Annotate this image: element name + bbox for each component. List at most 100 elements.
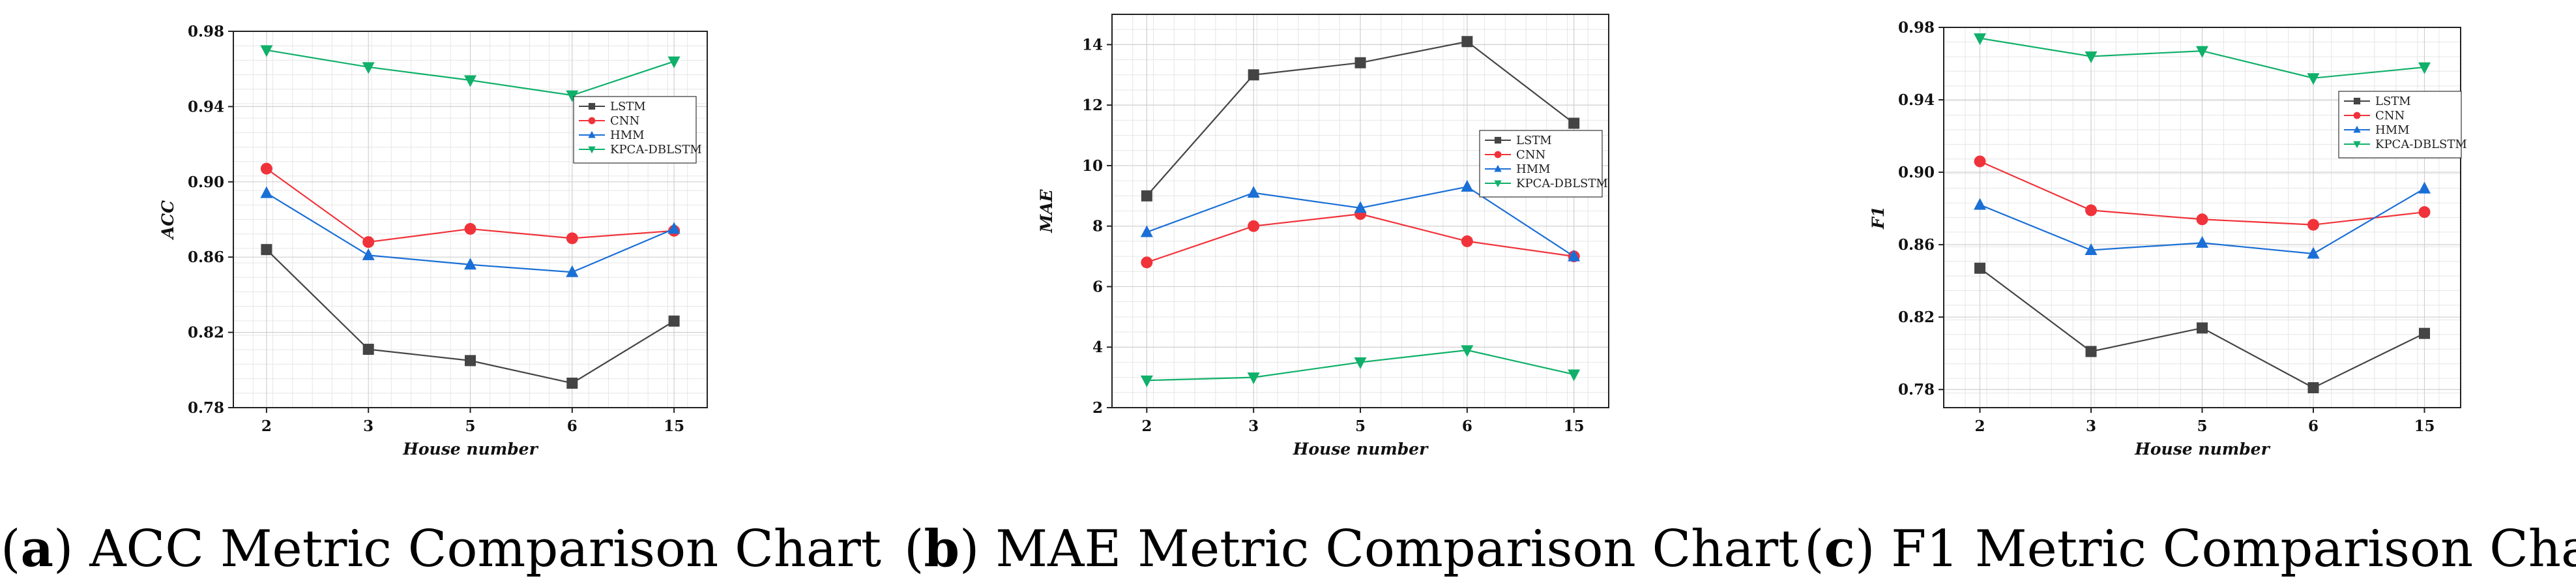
x-tick-label: 2	[261, 417, 272, 435]
x-tick-label: 5	[2197, 417, 2207, 435]
data-point-lstm	[2307, 382, 2319, 393]
y-tick-label: 4	[1092, 339, 1103, 356]
x-tick-label: 3	[363, 417, 373, 435]
y-tick-label: 6	[1092, 278, 1103, 295]
legend-label: KPCA-DBLSTM	[2375, 138, 2467, 151]
data-point-kpca-dblstm	[2418, 62, 2431, 74]
legend-label: CNN	[2375, 109, 2405, 123]
data-point-kpca-dblstm	[1140, 375, 1153, 387]
y-tick-label: 0.94	[1898, 91, 1935, 109]
data-point-cnn	[464, 222, 476, 235]
data-point-lstm	[261, 244, 272, 256]
data-point-lstm	[465, 355, 476, 367]
data-point-kpca-dblstm	[2085, 51, 2098, 63]
legend-marker	[588, 130, 596, 138]
data-point-hmm	[1974, 198, 1987, 210]
legend-label: LSTM	[1516, 134, 1552, 147]
data-point-kpca-dblstm	[464, 75, 476, 87]
caption-paren: (	[1804, 520, 1824, 579]
x-tick-label: 6	[567, 417, 578, 435]
caption-text: ) ACC Metric Comparison Chart	[53, 520, 881, 579]
y-axis-title: F1	[1869, 206, 1888, 230]
y-tick-label: 12	[1082, 97, 1103, 114]
data-point-hmm	[464, 258, 476, 270]
y-tick-label: 2	[1092, 399, 1103, 417]
data-point-cnn	[1248, 220, 1260, 232]
data-point-lstm	[1248, 69, 1259, 81]
data-point-hmm	[1354, 201, 1367, 213]
legend-marker	[1494, 180, 1502, 188]
legend-label: LSTM	[610, 100, 646, 113]
data-point-lstm	[2418, 327, 2430, 339]
panel-caption: (b) MAE Metric Comparison Chart	[904, 519, 1799, 579]
data-point-lstm	[2085, 346, 2097, 357]
data-point-lstm	[362, 344, 374, 355]
data-point-hmm	[667, 222, 681, 234]
data-point-kpca-dblstm	[667, 56, 681, 68]
data-point-cnn	[362, 236, 375, 248]
data-point-hmm	[1140, 225, 1153, 237]
data-point-cnn	[1461, 235, 1473, 247]
data-point-hmm	[2307, 247, 2320, 259]
x-tick-label: 5	[465, 417, 475, 435]
legend-label: HMM	[1516, 162, 1551, 176]
caption-paren: (	[1, 520, 20, 579]
x-tick-label: 2	[1975, 417, 1985, 435]
data-point-hmm	[1247, 186, 1260, 198]
x-tick-label: 15	[2414, 417, 2435, 435]
data-point-hmm	[566, 265, 579, 277]
panel-caption: (a) ACC Metric Comparison Chart	[1, 519, 881, 579]
legend-marker	[588, 117, 596, 125]
data-point-lstm	[2197, 322, 2208, 334]
x-tick-label: 3	[2086, 417, 2096, 435]
data-point-kpca-dblstm	[566, 90, 579, 102]
data-point-cnn	[566, 232, 578, 245]
x-axis-title: House number	[2134, 440, 2270, 459]
data-point-kpca-dblstm	[1354, 357, 1367, 369]
legend-marker	[1494, 151, 1502, 158]
data-point-lstm	[566, 377, 578, 389]
data-point-lstm	[1568, 117, 1580, 129]
data-point-kpca-dblstm	[362, 62, 375, 74]
data-point-hmm	[362, 248, 375, 260]
y-tick-label: 0.98	[1898, 19, 1935, 37]
y-tick-label: 0.94	[188, 98, 224, 115]
legend-marker	[1494, 136, 1502, 144]
x-tick-label: 15	[664, 417, 684, 435]
legend-label: CNN	[610, 114, 639, 128]
data-point-kpca-dblstm	[1974, 33, 1987, 46]
chart-panel-b: 2 4 6 8 10 12 14 2 3 5 6 15 House number MAE LSTMCNNHM…	[904, 14, 1799, 579]
data-point-kpca-dblstm	[1568, 369, 1581, 382]
data-point-lstm	[1141, 190, 1152, 202]
data-point-lstm	[668, 315, 680, 327]
legend-marker	[588, 102, 596, 110]
panel-caption: (c) F1 Metric Comparison Chart	[1804, 519, 2576, 579]
y-tick-label: 0.82	[1898, 309, 1935, 326]
data-point-kpca-dblstm	[2196, 46, 2208, 58]
y-tick-label: 0.98	[188, 23, 224, 40]
legend-marker	[1494, 164, 1502, 172]
legend-label: HMM	[610, 128, 645, 142]
legend-marker	[2353, 141, 2361, 149]
y-tick-label: 0.78	[1898, 381, 1935, 399]
chart-panel-a: 0.78 0.82 0.86 0.90 0.94 0.98 2 3 5 6 15 House numb…	[1, 23, 881, 579]
caption-letter: b	[924, 519, 959, 579]
data-point-hmm	[2085, 243, 2098, 255]
legend-marker	[2353, 97, 2361, 105]
caption-text: ) MAE Metric Comparison Chart	[959, 520, 1799, 579]
data-point-lstm	[1974, 262, 1986, 274]
data-point-cnn	[260, 162, 272, 175]
y-tick-label: 0.86	[1898, 236, 1935, 254]
y-tick-label: 0.90	[1898, 164, 1935, 181]
data-point-cnn	[2307, 218, 2319, 231]
data-point-kpca-dblstm	[1461, 345, 1474, 357]
data-point-lstm	[1354, 57, 1366, 68]
x-tick-label: 6	[2308, 417, 2319, 435]
data-point-cnn	[1974, 155, 1986, 168]
y-tick-label: 10	[1082, 157, 1103, 175]
caption-letter: c	[1824, 519, 1855, 579]
data-point-hmm	[2196, 235, 2208, 248]
data-point-cnn	[1141, 256, 1153, 269]
x-axis-title: House number	[1293, 440, 1429, 459]
data-point-cnn	[2085, 204, 2098, 217]
